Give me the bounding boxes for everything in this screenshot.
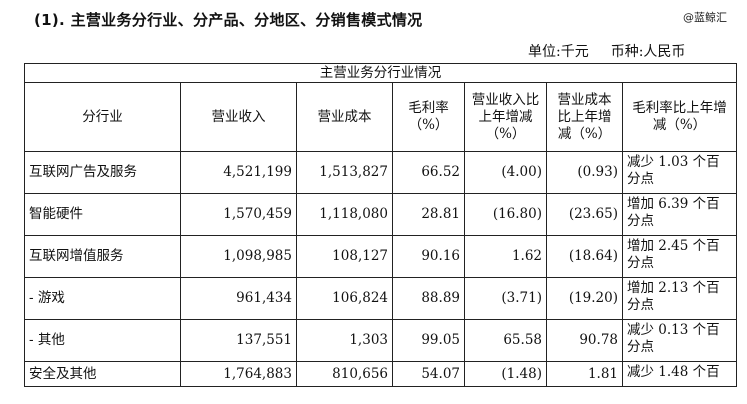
revenue-change-cell: (1.48) [464, 361, 547, 387]
table-row: 互联网广告及服务 4,521,199 1,513,827 66.52 (4.00… [24, 151, 737, 194]
margin-cell: 99.05 [392, 319, 465, 362]
column-header: 毛利率比上年增减（%） [622, 82, 737, 152]
cost-cell: 1,513,827 [296, 151, 393, 194]
margin-change-cell: 增加 6.39 个百分点 [622, 193, 737, 236]
cost-cell: 810,656 [296, 361, 393, 387]
section-heading: (1). 主营业务分行业、分产品、分地区、分销售模式情况 [34, 11, 423, 29]
margin-change-cell: 减少 1.48 个百 [622, 361, 737, 387]
watermark: @蓝鲸汇 [683, 11, 727, 24]
margin-change-cell: 增加 2.45 个百分点 [622, 235, 737, 278]
table-row: 互联网增值服务 1,098,985 108,127 90.16 1.62 (18… [24, 235, 737, 278]
cost-cell: 106,824 [296, 277, 393, 320]
revenue-cell: 4,521,199 [180, 151, 297, 194]
revenue-change-cell: (4.00) [464, 151, 547, 194]
unit-line: 单位:千元 币种:人民币 [528, 41, 685, 61]
column-header: 营业收入 [180, 82, 297, 152]
cost-cell: 108,127 [296, 235, 393, 278]
column-header: 营业成本比上年增减（%） [546, 82, 623, 152]
table-row: - 其他 137,551 1,303 99.05 65.58 90.78 减少 … [24, 319, 737, 362]
industry-cell: 互联网增值服务 [24, 235, 181, 278]
revenue-cell: 1,764,883 [180, 361, 297, 387]
table-title: 主营业务分行业情况 [24, 63, 737, 83]
margin-change-cell: 减少 0.13 个百分点 [622, 319, 737, 362]
revenue-cell: 137,551 [180, 319, 297, 362]
column-header: 毛利率（%） [392, 82, 465, 152]
revenue-cell: 1,098,985 [180, 235, 297, 278]
margin-cell: 54.07 [392, 361, 465, 387]
industry-cell: 互联网广告及服务 [24, 151, 181, 194]
column-header: 营业收入比上年增减（%） [464, 82, 547, 152]
industry-table: 主营业务分行业情况 分行业 营业收入 营业成本 毛利率（%） 营业收入比上年增减… [24, 63, 737, 387]
margin-change-cell: 减少 1.03 个百分点 [622, 151, 737, 194]
margin-cell: 90.16 [392, 235, 465, 278]
cost-change-cell: 90.78 [546, 319, 623, 362]
cost-change-cell: (18.64) [546, 235, 623, 278]
table-row: 安全及其他 1,764,883 810,656 54.07 (1.48) 1.8… [24, 361, 737, 387]
revenue-change-cell: 1.62 [464, 235, 547, 278]
revenue-cell: 961,434 [180, 277, 297, 320]
industry-cell: 智能硬件 [24, 193, 181, 236]
cost-cell: 1,118,080 [296, 193, 393, 236]
margin-cell: 66.52 [392, 151, 465, 194]
industry-cell: - 游戏 [24, 277, 181, 320]
revenue-change-cell: (16.80) [464, 193, 547, 236]
column-header: 营业成本 [296, 82, 393, 152]
cost-change-cell: (19.20) [546, 277, 623, 320]
margin-change-cell: 增加 2.13 个百分点 [622, 277, 737, 320]
cost-change-cell: 1.81 [546, 361, 623, 387]
revenue-cell: 1,570,459 [180, 193, 297, 236]
revenue-change-cell: (3.71) [464, 277, 547, 320]
industry-cell: - 其他 [24, 319, 181, 362]
margin-cell: 88.89 [392, 277, 465, 320]
table-row: 智能硬件 1,570,459 1,118,080 28.81 (16.80) (… [24, 193, 737, 236]
cost-cell: 1,303 [296, 319, 393, 362]
currency-label: 币种:人民币 [610, 44, 686, 60]
unit-label: 单位:千元 [528, 44, 589, 60]
cost-change-cell: (0.93) [546, 151, 623, 194]
cost-change-cell: (23.65) [546, 193, 623, 236]
column-header: 分行业 [24, 82, 181, 152]
table-row: - 游戏 961,434 106,824 88.89 (3.71) (19.20… [24, 277, 737, 320]
revenue-change-cell: 65.58 [464, 319, 547, 362]
margin-cell: 28.81 [392, 193, 465, 236]
industry-cell: 安全及其他 [24, 361, 181, 387]
